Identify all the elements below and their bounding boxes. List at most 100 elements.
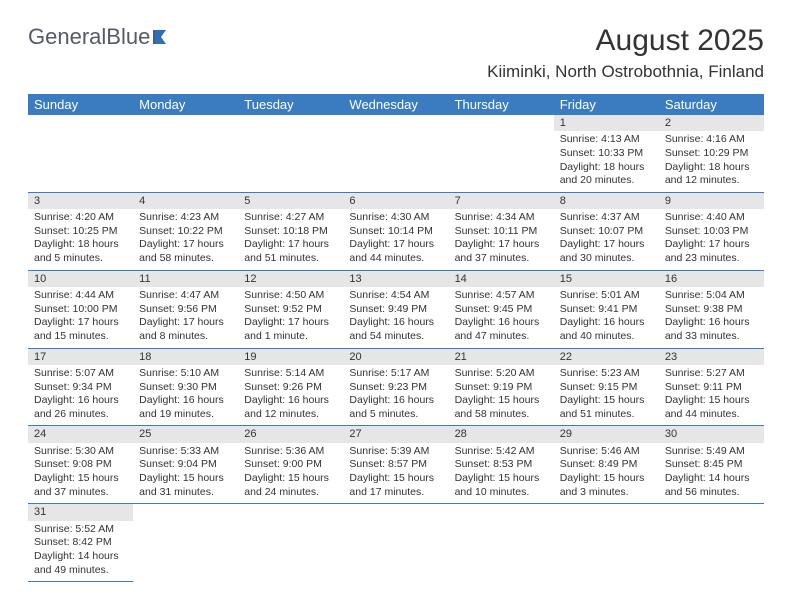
daylight-text: and 26 minutes. [34,408,127,422]
daylight-text: Daylight: 17 hours [34,316,127,330]
daylight-text: Daylight: 15 hours [455,472,548,486]
day-number: 31 [28,504,133,520]
daylight-text: and 37 minutes. [34,486,127,500]
day-number: 16 [659,271,764,287]
sunrise-text: Sunrise: 5:30 AM [34,445,127,459]
sunset-text: Sunset: 10:14 PM [349,225,442,239]
daylight-text: Daylight: 15 hours [139,472,232,486]
calendar-cell [659,504,764,582]
flag-icon [152,27,178,47]
daylight-text: and 20 minutes. [560,174,653,188]
sunset-text: Sunset: 10:18 PM [244,225,337,239]
sunset-text: Sunset: 9:00 PM [244,458,337,472]
daylight-text: Daylight: 14 hours [34,550,127,564]
calendar-cell: 5Sunrise: 4:27 AMSunset: 10:18 PMDayligh… [238,192,343,270]
daylight-text: Daylight: 16 hours [455,316,548,330]
sunset-text: Sunset: 10:07 PM [560,225,653,239]
daylight-text: Daylight: 16 hours [139,394,232,408]
calendar-cell: 24Sunrise: 5:30 AMSunset: 9:08 PMDayligh… [28,426,133,504]
calendar-cell: 4Sunrise: 4:23 AMSunset: 10:22 PMDayligh… [133,192,238,270]
calendar-cell [343,115,448,192]
day-number: 25 [133,426,238,442]
daylight-text: Daylight: 15 hours [349,472,442,486]
daylight-text: and 3 minutes. [560,486,653,500]
sunrise-text: Sunrise: 5:27 AM [665,367,758,381]
calendar-table: Sunday Monday Tuesday Wednesday Thursday… [28,94,764,582]
daylight-text: Daylight: 14 hours [665,472,758,486]
sunrise-text: Sunrise: 4:40 AM [665,211,758,225]
sunrise-text: Sunrise: 4:50 AM [244,289,337,303]
weekday-header: Tuesday [238,94,343,115]
sunset-text: Sunset: 8:53 PM [455,458,548,472]
sunrise-text: Sunrise: 5:52 AM [34,523,127,537]
calendar-cell: 3Sunrise: 4:20 AMSunset: 10:25 PMDayligh… [28,192,133,270]
weekday-header: Friday [554,94,659,115]
daylight-text: Daylight: 17 hours [349,238,442,252]
day-number: 4 [133,193,238,209]
daylight-text: and 51 minutes. [244,252,337,266]
sunrise-text: Sunrise: 4:47 AM [139,289,232,303]
daylight-text: and 54 minutes. [349,330,442,344]
sunset-text: Sunset: 9:15 PM [560,381,653,395]
daylight-text: Daylight: 17 hours [665,238,758,252]
calendar-cell: 28Sunrise: 5:42 AMSunset: 8:53 PMDayligh… [449,426,554,504]
daylight-text: Daylight: 16 hours [244,394,337,408]
day-number: 10 [28,271,133,287]
calendar-cell: 30Sunrise: 5:49 AMSunset: 8:45 PMDayligh… [659,426,764,504]
daylight-text: Daylight: 17 hours [139,238,232,252]
daylight-text: and 47 minutes. [455,330,548,344]
sunrise-text: Sunrise: 4:27 AM [244,211,337,225]
calendar-cell [343,504,448,582]
calendar-cell: 9Sunrise: 4:40 AMSunset: 10:03 PMDayligh… [659,192,764,270]
daylight-text: Daylight: 15 hours [34,472,127,486]
calendar-cell: 10Sunrise: 4:44 AMSunset: 10:00 PMDaylig… [28,270,133,348]
day-number: 7 [449,193,554,209]
weekday-header: Monday [133,94,238,115]
logo: GeneralBlue [28,24,178,50]
day-number: 24 [28,426,133,442]
sunrise-text: Sunrise: 4:37 AM [560,211,653,225]
sunrise-text: Sunrise: 4:13 AM [560,133,653,147]
page-title: August 2025 [487,24,764,58]
sunset-text: Sunset: 9:41 PM [560,303,653,317]
sunset-text: Sunset: 9:38 PM [665,303,758,317]
sunrise-text: Sunrise: 5:33 AM [139,445,232,459]
sunset-text: Sunset: 9:49 PM [349,303,442,317]
sunrise-text: Sunrise: 4:30 AM [349,211,442,225]
calendar-cell [238,115,343,192]
calendar-cell: 1Sunrise: 4:13 AMSunset: 10:33 PMDayligh… [554,115,659,192]
daylight-text: and 24 minutes. [244,486,337,500]
sunrise-text: Sunrise: 4:20 AM [34,211,127,225]
calendar-cell: 26Sunrise: 5:36 AMSunset: 9:00 PMDayligh… [238,426,343,504]
calendar-cell: 17Sunrise: 5:07 AMSunset: 9:34 PMDayligh… [28,348,133,426]
sunrise-text: Sunrise: 5:46 AM [560,445,653,459]
sunset-text: Sunset: 9:34 PM [34,381,127,395]
weekday-header: Thursday [449,94,554,115]
daylight-text: Daylight: 17 hours [455,238,548,252]
daylight-text: Daylight: 17 hours [244,238,337,252]
day-number: 17 [28,349,133,365]
daylight-text: and 5 minutes. [349,408,442,422]
calendar-cell: 27Sunrise: 5:39 AMSunset: 8:57 PMDayligh… [343,426,448,504]
daylight-text: and 33 minutes. [665,330,758,344]
sunset-text: Sunset: 9:04 PM [139,458,232,472]
daylight-text: and 8 minutes. [139,330,232,344]
day-number: 8 [554,193,659,209]
sunrise-text: Sunrise: 5:20 AM [455,367,548,381]
calendar-cell [449,115,554,192]
calendar-cell: 7Sunrise: 4:34 AMSunset: 10:11 PMDayligh… [449,192,554,270]
calendar-cell [133,115,238,192]
calendar-cell [28,115,133,192]
daylight-text: and 44 minutes. [665,408,758,422]
daylight-text: Daylight: 18 hours [665,161,758,175]
daylight-text: Daylight: 17 hours [560,238,653,252]
calendar-row: 24Sunrise: 5:30 AMSunset: 9:08 PMDayligh… [28,426,764,504]
daylight-text: and 58 minutes. [455,408,548,422]
calendar-cell: 15Sunrise: 5:01 AMSunset: 9:41 PMDayligh… [554,270,659,348]
daylight-text: Daylight: 15 hours [244,472,337,486]
sunrise-text: Sunrise: 4:34 AM [455,211,548,225]
day-number: 11 [133,271,238,287]
calendar-cell [133,504,238,582]
calendar-cell: 6Sunrise: 4:30 AMSunset: 10:14 PMDayligh… [343,192,448,270]
sunrise-text: Sunrise: 5:07 AM [34,367,127,381]
